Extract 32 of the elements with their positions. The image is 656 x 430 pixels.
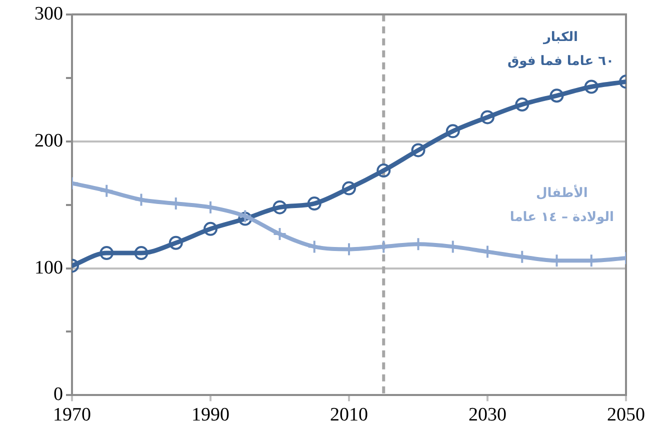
y-tick-label: 200: [34, 130, 63, 152]
point: [100, 246, 114, 260]
point: [307, 240, 322, 254]
y-tick-label: 100: [34, 257, 63, 278]
text: الأطفال الولادة – ١٤ عاما: [510, 184, 614, 228]
point: [342, 181, 356, 196]
x-tick-label: 1970: [53, 404, 91, 426]
point: [134, 192, 148, 207]
point: [272, 226, 287, 241]
y-tick-label: 300: [34, 3, 63, 24]
point: [238, 209, 252, 224]
point: [204, 222, 218, 236]
x-tick-label: 2050: [607, 404, 645, 426]
point: [515, 98, 530, 112]
y-tick-label: 0: [54, 384, 63, 406]
x-tick-label: 2010: [330, 404, 368, 426]
point: [480, 110, 494, 124]
point: [272, 200, 287, 214]
point: [584, 80, 598, 94]
point: [411, 143, 426, 158]
x-tick-label: 2030: [468, 404, 506, 426]
point: [134, 246, 148, 260]
point: [168, 236, 183, 250]
point: [376, 164, 391, 178]
series-label: الكبار ٦٠ عاما فما فوق: [507, 28, 614, 71]
x-tick-label: 1990: [192, 404, 230, 426]
point: [307, 196, 322, 211]
point: [238, 212, 252, 226]
point: [100, 184, 114, 198]
point: [550, 88, 564, 103]
point: [446, 124, 460, 138]
point: [480, 244, 494, 259]
